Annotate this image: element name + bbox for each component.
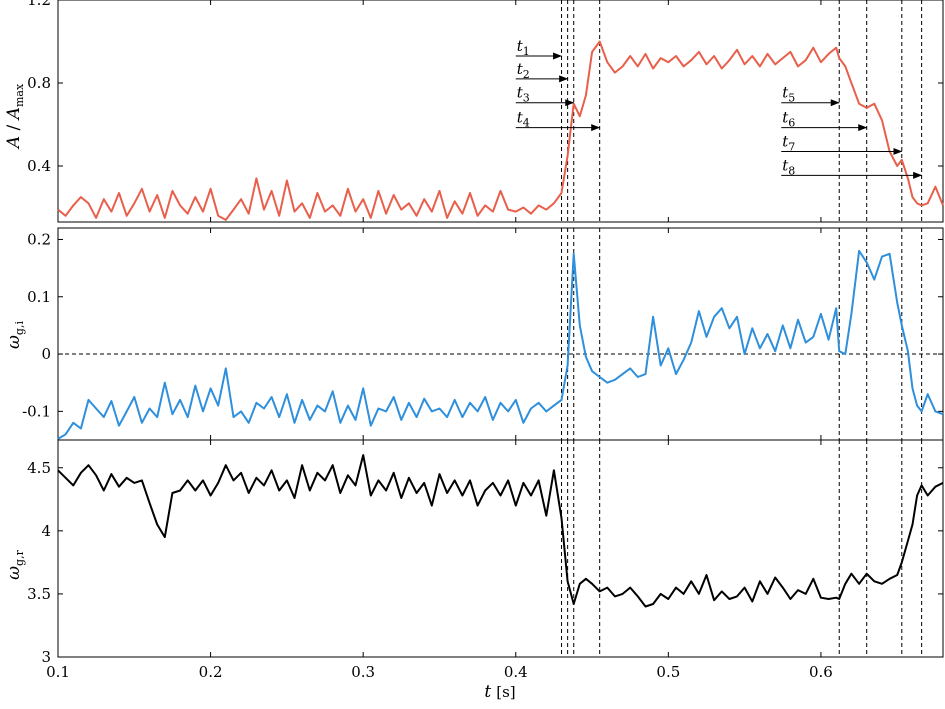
y-tick-label: 1.2 [27, 0, 51, 9]
annotation-var: t [782, 156, 789, 174]
annotation-var: t [517, 37, 524, 55]
annotation-var: t [517, 84, 524, 102]
annotation-var: t [782, 109, 789, 127]
annotation-var: t [517, 109, 524, 127]
y-tick-label: 0.8 [27, 74, 51, 92]
y-axis-label-amplitude: A / Amax [4, 83, 26, 150]
y-tick-label: 0 [41, 345, 51, 363]
y-label-omega: ω [4, 566, 24, 580]
series-line-amplitude [57, 40, 944, 221]
y-label-denominator-sub: max [13, 83, 26, 107]
annotation-sub: 5 [788, 92, 795, 105]
x-tick-label: 0.4 [504, 663, 528, 681]
y-tick-label: 3 [41, 648, 51, 666]
y-label-omega-sub: g,r [13, 549, 26, 566]
annotation-var: t [782, 84, 789, 102]
x-tick-label: 0.1 [46, 663, 70, 681]
annotation-sub: 4 [523, 117, 530, 130]
annotation-label: t8 [782, 156, 795, 177]
annotation-sub: 8 [788, 164, 795, 177]
x-tick-label: 0.2 [199, 663, 223, 681]
y-tick-label: 0.1 [27, 288, 51, 306]
annotation-sub: 6 [788, 117, 795, 130]
y-tick-label: 0.2 [27, 230, 51, 248]
x-tick-label: 0.5 [656, 663, 680, 681]
y-label-omega: ω [4, 335, 24, 349]
panel-growth-real: 3 3.5 4 4.5 0.1 0.2 0.3 0.4 0.5 0.6 [27, 439, 944, 681]
annotation-label: t4 [517, 109, 530, 130]
plot-frame [57, 0, 944, 223]
x-axis-variable: t [484, 682, 491, 702]
annotation-sub: 1 [523, 45, 530, 58]
plot-frame [57, 439, 944, 658]
y-label-denominator: A [4, 107, 24, 121]
annotation-sub: 7 [788, 140, 795, 153]
y-axis-label-growth-imag: ωg,i [4, 321, 26, 349]
panel-growth-imag: -0.1 0 0.1 0.2 [22, 227, 944, 441]
y-label-separator: / [4, 119, 24, 136]
panels-group: 0.40.81.2t1t2t3t4t5t6t7t8-0.100.10.233.5… [22, 0, 944, 681]
x-tick-label: 0.6 [809, 663, 833, 681]
annotation-sub: 2 [523, 68, 530, 81]
series-line-growth-imag [57, 249, 944, 440]
annotation-label: t5 [782, 84, 795, 105]
y-tick-label: 0.4 [27, 157, 51, 175]
y-axis-label-growth-real: ωg,r [4, 549, 26, 579]
y-tick-label: -0.1 [22, 402, 51, 420]
x-tick-label: 0.3 [351, 663, 375, 681]
series-line-growth-real [57, 454, 944, 608]
annotation-sub: 3 [523, 92, 530, 105]
annotation-label: t1 [517, 37, 530, 58]
y-label-omega-sub: g,i [13, 321, 26, 336]
y-label-numerator: A [4, 136, 24, 150]
annotation-var: t [782, 132, 789, 150]
annotation-label: t2 [517, 60, 530, 81]
annotation-label: t6 [782, 109, 795, 130]
y-tick-label: 4 [41, 522, 51, 540]
y-tick-label: 3.5 [27, 585, 51, 603]
annotation-label: t7 [782, 132, 795, 153]
annotation-label: t3 [517, 84, 530, 105]
x-axis-unit: [s] [496, 683, 515, 701]
x-axis-label: t [s] [484, 682, 515, 702]
annotation-var: t [517, 60, 524, 78]
y-tick-label: 4.5 [27, 459, 51, 477]
